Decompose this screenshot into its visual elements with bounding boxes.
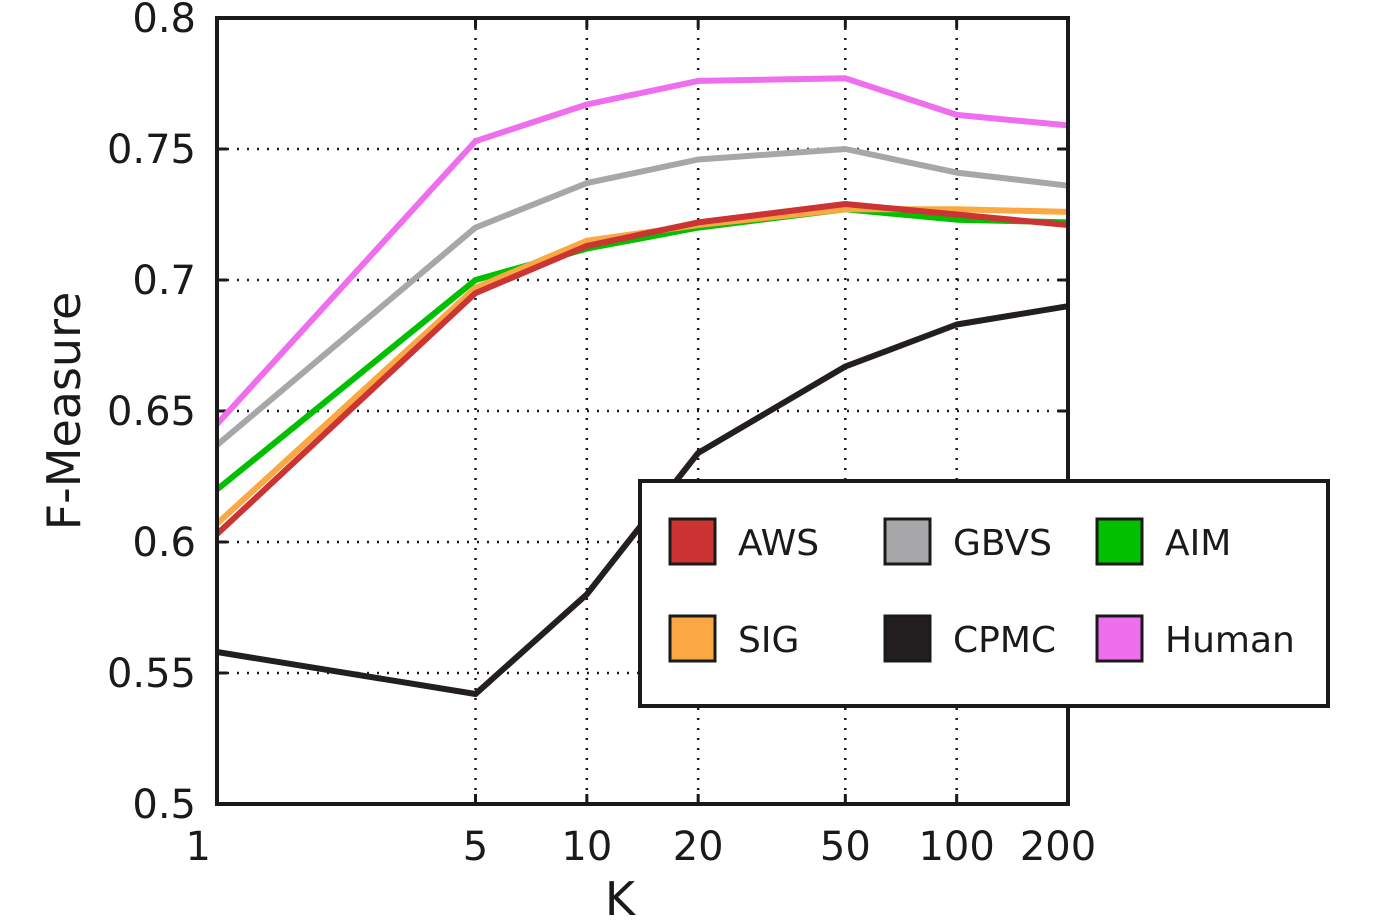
y-tick-label: 0.55 [107,651,196,697]
plot-frame [215,16,1070,806]
legend-swatch-cpmc [883,614,932,663]
x-tick-label: 20 [673,824,724,870]
y-tick-label: 0.8 [132,0,196,42]
series-lines [214,75,1069,697]
y-tick-labels: 0.5 0.55 0.6 0.65 0.7 0.75 0.8 [107,0,196,828]
legend-swatch-gbvs [883,517,932,566]
legend-box [638,479,1330,708]
x-tick-label: 1 [186,824,211,870]
legend-label-aws: AWS [738,523,819,564]
y-axis-title: F-Measure [37,292,91,531]
legend-label-cpmc: CPMC [953,620,1056,661]
y-tick-label: 0.7 [132,258,196,304]
y-tick-label: 0.75 [107,127,196,173]
series-line-human [214,75,1069,427]
x-tick-labels: 1 5 10 20 50 100 200 [186,824,1097,870]
legend-swatch-sig [668,614,717,663]
x-tick-label: 5 [463,824,488,870]
legend-swatch-aws [668,517,717,566]
y-tick-label: 0.65 [107,389,196,435]
legend-label-aim: AIM [1165,523,1231,564]
x-tick-label: 50 [820,824,871,870]
series-line-aws [214,201,1069,537]
legend-label-gbvs: GBVS [953,523,1052,564]
legend-label-sig: SIG [738,620,799,661]
series-line-gbvs [215,146,1069,448]
x-axis-title: K [605,872,637,923]
y-tick-label: 0.6 [132,520,196,566]
legend-swatch-aim [1095,517,1144,566]
x-tick-label: 100 [918,824,994,870]
y-tick-label: 0.5 [132,782,196,828]
series-line-cpmc [216,303,1069,697]
legend-swatch-human [1095,614,1144,663]
legend: AWS GBVS AIM SIG CPMC Human [638,479,1330,708]
x-tick-label: 200 [1020,824,1096,870]
legend-label-human: Human [1165,620,1295,661]
x-tick-label: 10 [561,824,612,870]
